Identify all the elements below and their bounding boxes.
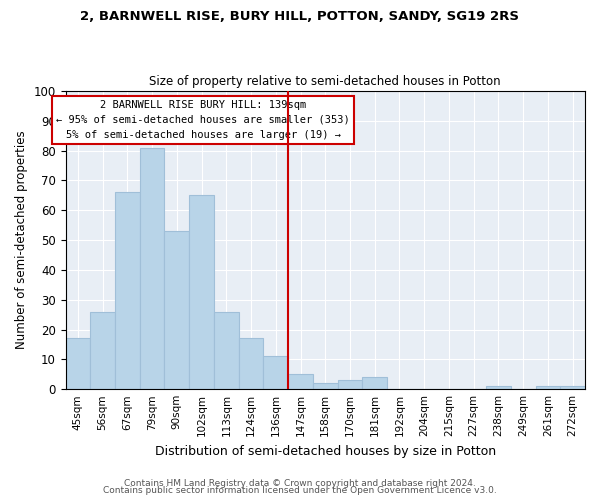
Bar <box>140 148 164 389</box>
Bar <box>263 356 288 389</box>
Bar <box>560 386 585 389</box>
Bar <box>338 380 362 389</box>
Bar <box>189 196 214 389</box>
X-axis label: Distribution of semi-detached houses by size in Potton: Distribution of semi-detached houses by … <box>155 444 496 458</box>
Bar <box>486 386 511 389</box>
Bar <box>90 312 115 389</box>
Bar <box>239 338 263 389</box>
Bar <box>115 192 140 389</box>
Text: Contains HM Land Registry data © Crown copyright and database right 2024.: Contains HM Land Registry data © Crown c… <box>124 478 476 488</box>
Bar <box>214 312 239 389</box>
Text: 2 BARNWELL RISE BURY HILL: 139sqm
← 95% of semi-detached houses are smaller (353: 2 BARNWELL RISE BURY HILL: 139sqm ← 95% … <box>56 100 350 140</box>
Text: Contains public sector information licensed under the Open Government Licence v3: Contains public sector information licen… <box>103 486 497 495</box>
Bar <box>313 383 338 389</box>
Text: 2, BARNWELL RISE, BURY HILL, POTTON, SANDY, SG19 2RS: 2, BARNWELL RISE, BURY HILL, POTTON, SAN… <box>80 10 520 23</box>
Bar <box>536 386 560 389</box>
Y-axis label: Number of semi-detached properties: Number of semi-detached properties <box>15 131 28 350</box>
Title: Size of property relative to semi-detached houses in Potton: Size of property relative to semi-detach… <box>149 76 501 88</box>
Bar <box>164 231 189 389</box>
Bar <box>362 378 387 389</box>
Bar <box>288 374 313 389</box>
Bar <box>65 338 90 389</box>
